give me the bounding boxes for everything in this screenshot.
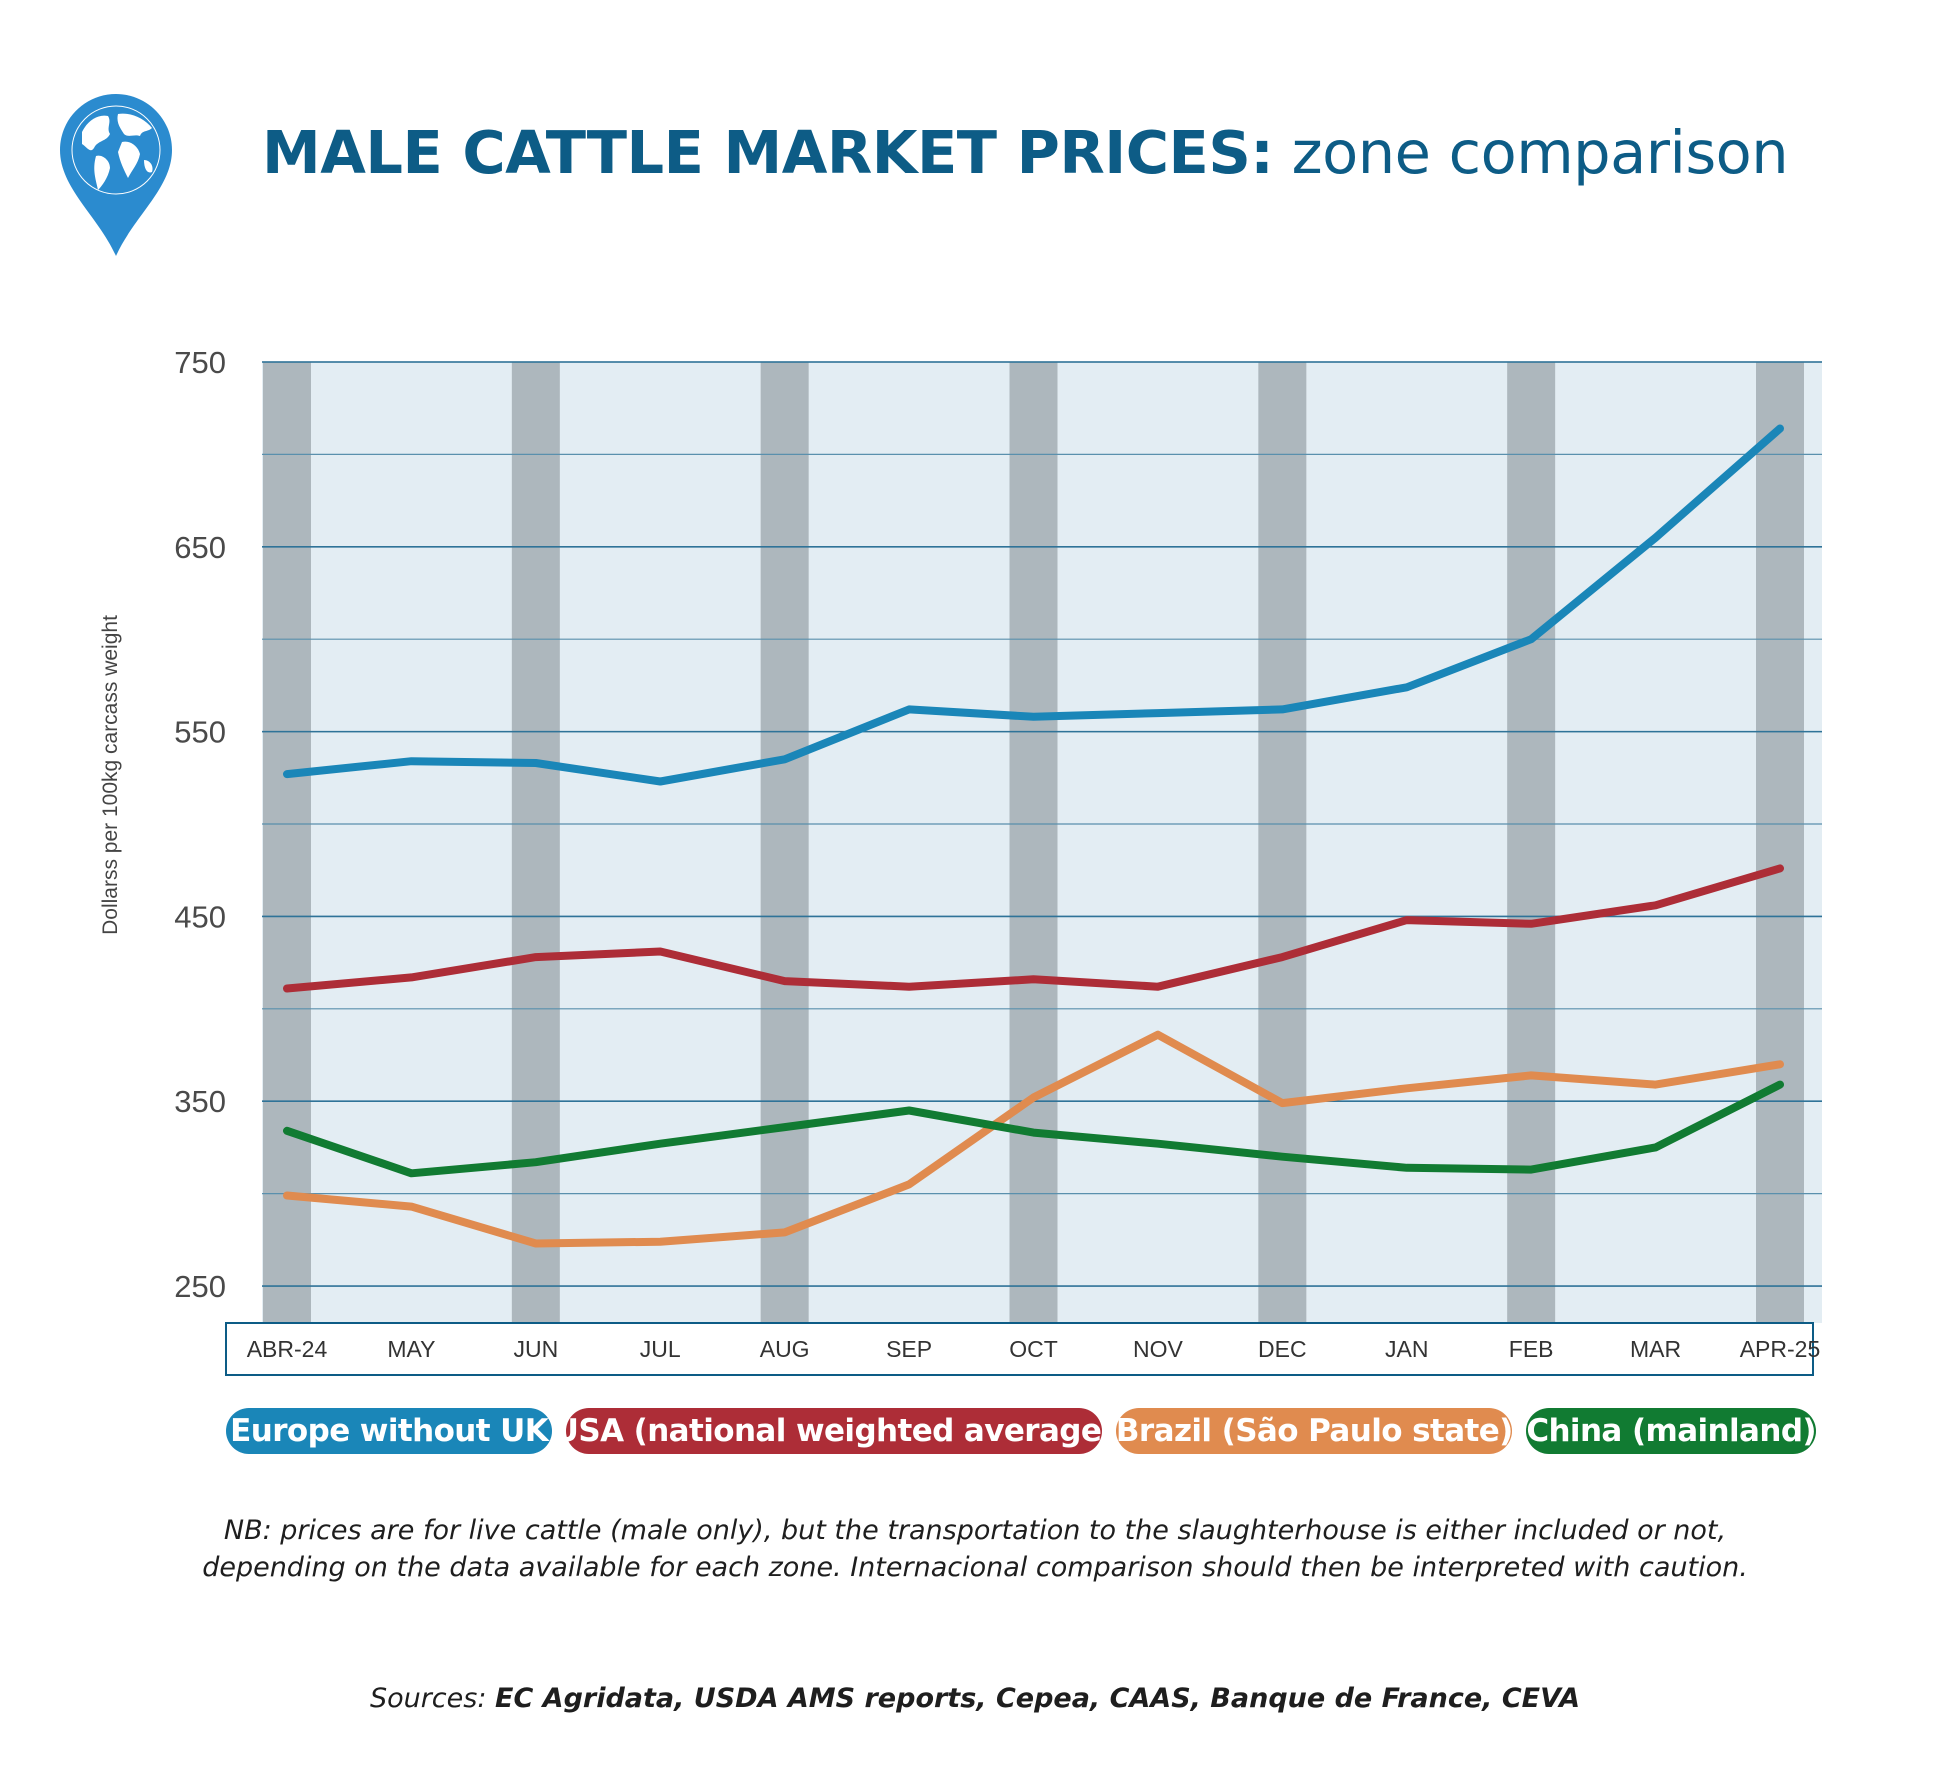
column-band xyxy=(1258,362,1307,1323)
footnote: NB: prices are for live cattle (male onl… xyxy=(0,1512,1950,1586)
y-tick-label: 550 xyxy=(174,715,226,750)
column-band xyxy=(760,362,809,1323)
column-band xyxy=(263,362,311,1323)
y-tick-label: 750 xyxy=(174,345,226,380)
series-line-3 xyxy=(283,1080,1784,1178)
x-tick-label: JAN xyxy=(1385,1336,1428,1362)
y-tick-label: 450 xyxy=(174,899,226,934)
column-band xyxy=(511,362,560,1323)
column-band xyxy=(1507,362,1556,1323)
y-tick-label: 250 xyxy=(174,1269,226,1304)
sources-value: EC Agridata, USDA AMS reports, Cepea, CA… xyxy=(495,1683,1581,1714)
chart-title: MALE CATTLE MARKET PRICES: zone comparis… xyxy=(262,118,1789,187)
y-axis-label: Dollarss per 100kg carcass weight xyxy=(99,615,122,935)
x-tick-label: FEB xyxy=(1509,1336,1554,1362)
x-tick-label: AUG xyxy=(760,1336,810,1362)
footnote-line-1: NB: prices are for live cattle (male onl… xyxy=(223,1515,1727,1546)
plot-background xyxy=(262,362,1822,1323)
column-band xyxy=(1756,362,1804,1323)
series-line-2 xyxy=(283,1030,1784,1248)
x-axis-ticks: ABR-24 MAY JUN JUL AUG SEP OCT NOV DEC JAN FEB MAR A… xyxy=(247,1336,1821,1362)
x-tick-label: NOV xyxy=(1133,1336,1184,1362)
column-band xyxy=(1009,362,1058,1323)
y-axis-ticks: 250 350 450 550 650 750 xyxy=(174,345,226,1304)
footnote-line-2: depending on the data available for each… xyxy=(202,1552,1748,1583)
legend-item-europe: Europe without UK xyxy=(226,1408,553,1454)
globe-map-pin-icon xyxy=(60,94,172,256)
x-tick-label: JUN xyxy=(513,1336,558,1362)
x-axis-box xyxy=(225,1322,1814,1376)
series-lines xyxy=(283,424,1784,1248)
x-tick-label: ABR-24 xyxy=(247,1336,328,1362)
x-tick-label: MAR xyxy=(1630,1336,1681,1362)
legend-item-china: China (mainland) xyxy=(1526,1408,1817,1454)
gridlines xyxy=(262,361,1822,1287)
sources-label: Sources: xyxy=(369,1683,496,1714)
x-tick-label: JUL xyxy=(640,1336,681,1362)
x-tick-label: OCT xyxy=(1009,1336,1058,1362)
sources: Sources: EC Agridata, USDA AMS reports, … xyxy=(0,1683,1950,1714)
chart-title-bold: MALE CATTLE MARKET PRICES: xyxy=(262,118,1274,187)
series-line-0 xyxy=(283,424,1784,786)
x-tick-label: SEP xyxy=(886,1336,932,1362)
chart-title-light: zone comparison xyxy=(1273,118,1789,187)
legend-item-brazil: Brazil (São Paulo state) xyxy=(1116,1408,1513,1454)
series-line-1 xyxy=(283,864,1784,993)
x-tick-label: APR-25 xyxy=(1740,1336,1821,1362)
x-tick-label: DEC xyxy=(1258,1336,1307,1362)
y-tick-label: 350 xyxy=(174,1084,226,1119)
legend: Europe without UK USA (national weighted… xyxy=(226,1408,1817,1456)
y-tick-label: 650 xyxy=(174,530,226,565)
x-tick-label: MAY xyxy=(387,1336,435,1362)
legend-item-usa: USA (national weighted average) xyxy=(554,1408,1115,1454)
